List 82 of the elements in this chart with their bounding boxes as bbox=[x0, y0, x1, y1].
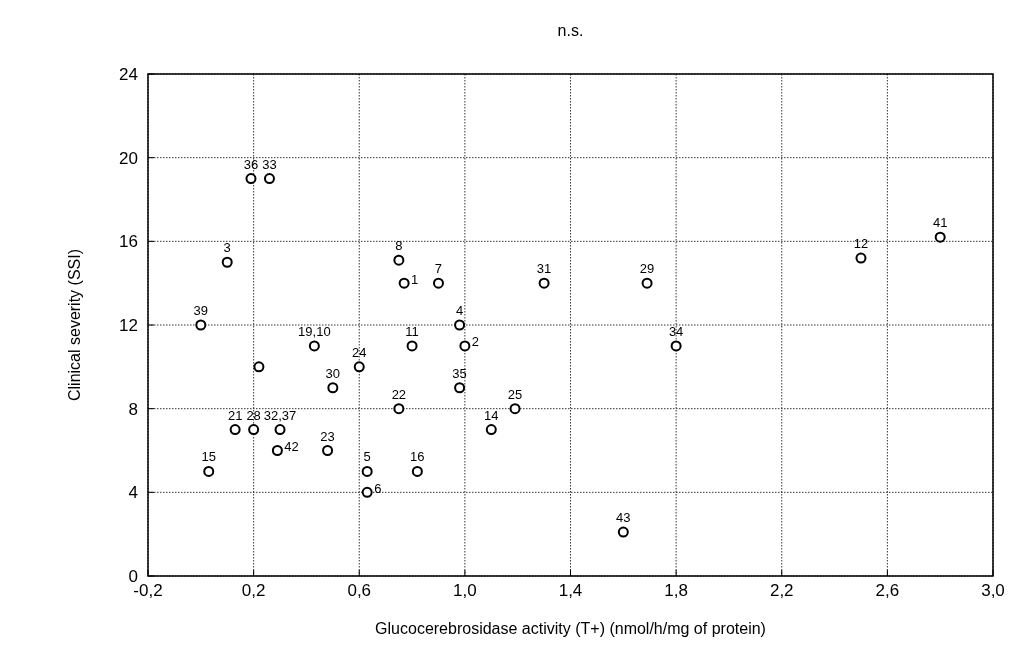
point bbox=[327, 382, 339, 394]
annotation: 33 bbox=[262, 156, 277, 172]
point bbox=[617, 526, 629, 538]
point bbox=[393, 254, 405, 266]
point bbox=[538, 277, 550, 289]
point bbox=[245, 173, 257, 185]
y-tick-label: 12 bbox=[119, 316, 138, 335]
annotation: 36 bbox=[243, 156, 259, 172]
annotation: 42 bbox=[284, 439, 299, 454]
x-tick-label: 1,0 bbox=[453, 581, 477, 600]
chart-title: n.s. bbox=[557, 22, 584, 39]
point bbox=[398, 277, 410, 289]
y-tick-label: 20 bbox=[119, 148, 138, 168]
point bbox=[509, 403, 521, 415]
point bbox=[454, 319, 466, 331]
annotation: 11 bbox=[405, 323, 419, 339]
annotation: 39 bbox=[193, 303, 209, 318]
annotation: 32,37 bbox=[263, 407, 297, 423]
annotation: 15 bbox=[201, 449, 216, 465]
x-tick-label: 0,6 bbox=[347, 581, 372, 600]
y-tick-label: 24 bbox=[119, 65, 138, 84]
point bbox=[248, 424, 260, 436]
annotation: 30 bbox=[325, 365, 341, 381]
point bbox=[393, 403, 405, 415]
point bbox=[459, 340, 471, 352]
point bbox=[195, 319, 207, 331]
point bbox=[934, 231, 946, 243]
point bbox=[361, 486, 373, 498]
x-tick-label: 1,4 bbox=[558, 581, 583, 600]
x-axis-title: Glucocerebrosidase activity (T+) (nmol/h/mg of protein) bbox=[375, 620, 766, 637]
point bbox=[271, 445, 283, 456]
y-tick-label: 16 bbox=[119, 232, 138, 252]
annotation: 28 bbox=[246, 407, 261, 423]
point bbox=[361, 465, 373, 477]
annotation: 25 bbox=[507, 386, 523, 402]
annotation: 29 bbox=[639, 261, 655, 277]
point bbox=[263, 173, 275, 185]
point bbox=[454, 382, 466, 394]
x-tick-label: 3,0 bbox=[981, 581, 1005, 600]
point bbox=[353, 361, 365, 373]
annotation: 41 bbox=[932, 215, 948, 231]
point bbox=[221, 256, 233, 268]
point bbox=[229, 424, 241, 436]
point bbox=[411, 465, 423, 477]
annotation: 16 bbox=[410, 449, 425, 465]
annotation: 21 bbox=[227, 407, 243, 423]
point bbox=[855, 252, 867, 264]
point bbox=[485, 424, 497, 436]
annotation: 2 bbox=[471, 334, 480, 350]
annotation: 31 bbox=[536, 261, 552, 277]
annotation: 24 bbox=[352, 344, 367, 360]
annotation: 22 bbox=[391, 386, 407, 402]
annotation: 19,10 bbox=[298, 323, 331, 339]
annotation: 3 bbox=[223, 240, 231, 256]
y-tick-label: 4 bbox=[128, 483, 138, 503]
annotation: 14 bbox=[484, 407, 499, 423]
annotation: 4 bbox=[455, 303, 464, 318]
x-tick-label: 2,2 bbox=[769, 581, 794, 600]
point bbox=[322, 445, 334, 456]
point bbox=[253, 361, 265, 373]
annotation: 35 bbox=[452, 365, 467, 381]
annotation: 5 bbox=[363, 449, 371, 465]
annotation: 34 bbox=[668, 323, 684, 339]
annotation: 6 bbox=[374, 480, 382, 496]
annotation: 8 bbox=[395, 238, 403, 254]
point bbox=[670, 340, 682, 352]
y-axis-title: Clinical severity (SSI) bbox=[66, 248, 83, 402]
y-tick-label: 8 bbox=[128, 399, 138, 419]
point bbox=[308, 340, 320, 352]
annotation: 7 bbox=[434, 261, 443, 277]
annotation: 43 bbox=[616, 510, 631, 526]
x-tick-label: 0,2 bbox=[241, 581, 266, 600]
point bbox=[203, 465, 215, 477]
x-tick-label: 2,6 bbox=[875, 581, 900, 600]
annotation: 12 bbox=[853, 236, 869, 252]
point bbox=[432, 277, 444, 289]
point bbox=[274, 424, 286, 436]
annotation: 23 bbox=[320, 428, 335, 444]
point bbox=[641, 277, 653, 289]
annotation: 1 bbox=[411, 271, 419, 287]
x-tick-label: 1,8 bbox=[664, 581, 688, 600]
point bbox=[406, 340, 418, 352]
